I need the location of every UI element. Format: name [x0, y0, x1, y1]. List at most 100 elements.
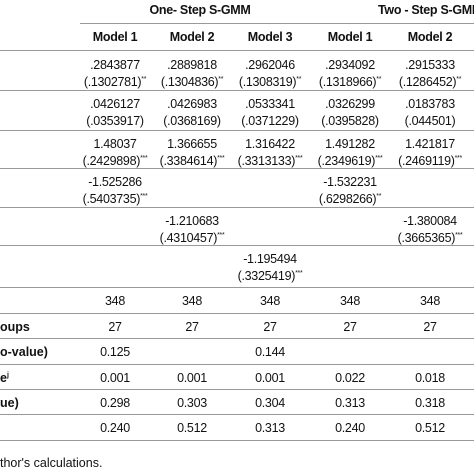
std-error: (.1304836)** [160, 75, 224, 89]
superscript: j [6, 371, 9, 379]
superscript: ** [376, 75, 382, 83]
coefficient: 1.366655 [167, 137, 217, 151]
rule [0, 207, 474, 208]
cell-value: 0.001 [100, 371, 130, 385]
cell-value: 348 [420, 294, 440, 308]
cell-value: 348 [260, 294, 280, 308]
superscript: ** [456, 75, 462, 83]
std-error: (.2429898)*** [82, 154, 148, 168]
column-header: Model 2 [407, 30, 453, 44]
std-error: (.1286452)** [398, 75, 462, 89]
rule [0, 90, 474, 91]
coefficient: .2843877 [90, 58, 140, 72]
std-error: (.3325419)*** [237, 269, 303, 283]
coefficient: .2962046 [245, 58, 295, 72]
coefficient: .0183783 [405, 97, 455, 111]
column-header: Model 1 [327, 30, 373, 44]
coefficient: .0326299 [325, 97, 375, 111]
coefficient: .2915333 [405, 58, 455, 72]
rule [0, 130, 474, 131]
superscript: *** [454, 154, 463, 162]
coefficient: .0426983 [167, 97, 217, 111]
cell-value: 0.001 [255, 371, 285, 385]
group-header: Two - Step S-GMM [378, 3, 474, 17]
cell-value: 0.304 [255, 396, 285, 410]
std-error: (.0368169) [163, 114, 221, 128]
cell-value: 27 [108, 320, 122, 334]
rule [0, 338, 474, 339]
coefficient: -1.525286 [88, 175, 142, 189]
coefficient: .0426127 [90, 97, 140, 111]
cell-value: 27 [343, 320, 357, 334]
std-error: (.044501) [404, 114, 456, 128]
cell-value: 27 [263, 320, 277, 334]
std-error: (.3665365)*** [397, 231, 463, 245]
std-error: (.0371229) [241, 114, 299, 128]
std-error: (.3384614)*** [159, 154, 225, 168]
rule [0, 364, 474, 365]
coefficient: -1.195494 [243, 252, 297, 266]
rule [0, 287, 474, 288]
rule [0, 245, 474, 246]
cell-value: 0.240 [335, 421, 365, 435]
cell-value: 0.125 [100, 345, 130, 359]
std-error: (.1308319)** [238, 75, 302, 89]
superscript: *** [295, 269, 303, 277]
coefficient: .2889818 [167, 58, 217, 72]
coefficient: .0533341 [245, 97, 295, 111]
cell-value: 0.240 [100, 421, 130, 435]
std-error: (.3313133)*** [237, 154, 303, 168]
row-label: oups [0, 320, 30, 334]
note: thor's calculations. [0, 456, 103, 470]
rule [0, 389, 474, 390]
coefficient: 1.491282 [325, 137, 375, 151]
rule [0, 50, 474, 51]
column-header: Model 1 [92, 30, 138, 44]
superscript: *** [455, 231, 463, 239]
cell-value: 0.313 [335, 396, 365, 410]
coefficient: -1.210683 [165, 214, 219, 228]
rule [0, 313, 474, 314]
row-label: o-value) [0, 345, 48, 359]
group-header: One- Step S-GMM [149, 3, 251, 17]
cell-value: 0.303 [177, 396, 207, 410]
cell-value: 0.512 [415, 421, 445, 435]
std-error: (.5403735)*** [82, 192, 148, 206]
cell-value: 27 [423, 320, 437, 334]
superscript: *** [140, 154, 148, 162]
std-error: (.6298266)** [318, 192, 382, 206]
superscript: *** [375, 154, 383, 162]
cell-value: 348 [182, 294, 202, 308]
cell-value: 27 [185, 320, 199, 334]
std-error: (.2469119)*** [398, 154, 462, 168]
rule [0, 414, 474, 415]
coefficient: .2934092 [325, 58, 375, 72]
coefficient: -1.532231 [323, 175, 377, 189]
std-error: (.2349619)*** [317, 154, 383, 168]
column-header: Model 3 [247, 30, 293, 44]
superscript: ** [218, 75, 224, 83]
superscript: ** [141, 75, 147, 83]
std-error: (.1302781)** [83, 75, 147, 89]
superscript: ** [376, 192, 382, 200]
cell-value: 0.018 [415, 371, 445, 385]
coefficient: -1.380084 [403, 214, 457, 228]
std-error: (.0353917) [86, 114, 144, 128]
superscript: *** [217, 154, 225, 162]
superscript: *** [295, 154, 303, 162]
coefficient: 1.316422 [245, 137, 295, 151]
row-label: ue) [0, 396, 19, 410]
superscript: *** [217, 231, 225, 239]
coefficient: 1.48037 [93, 137, 137, 151]
superscript: *** [140, 192, 148, 200]
cell-value: 348 [105, 294, 125, 308]
cell-value: 0.001 [177, 371, 207, 385]
rule [0, 440, 474, 441]
cell-value: 0.144 [255, 345, 285, 359]
cell-value: 0.298 [100, 396, 130, 410]
rule [80, 23, 474, 24]
std-error: (.1318966)** [318, 75, 382, 89]
column-header: Model 2 [169, 30, 215, 44]
row-label: ej [0, 371, 9, 385]
